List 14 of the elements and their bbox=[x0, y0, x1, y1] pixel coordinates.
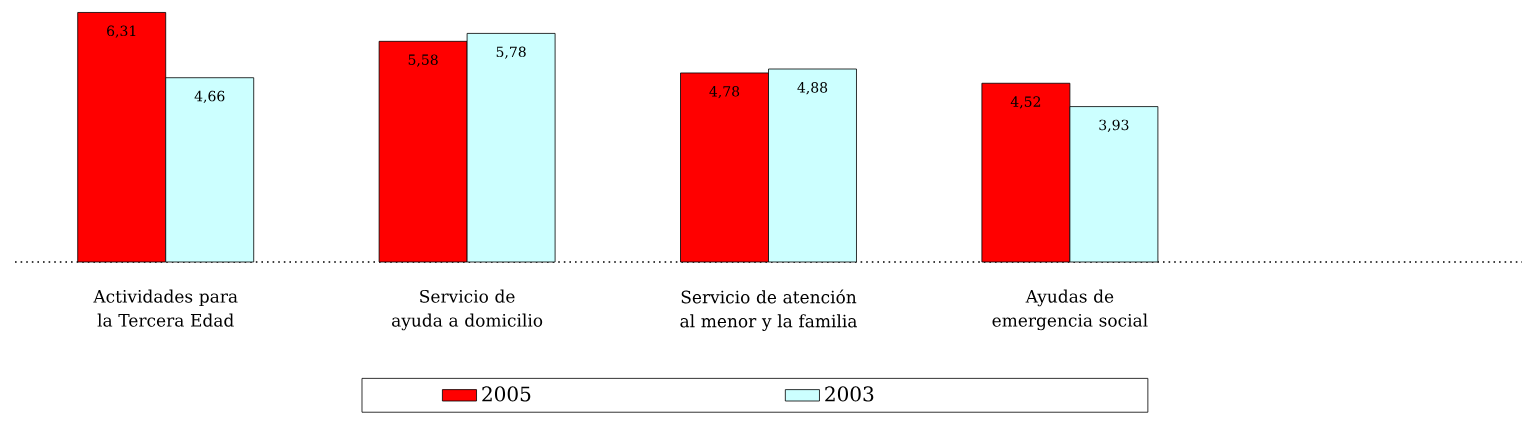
data-label: 5,58 bbox=[408, 54, 438, 67]
data-label: 4,52 bbox=[1010, 96, 1041, 109]
x-tick-label: Ayudas de emergencia social bbox=[992, 289, 1148, 331]
x-tick-label: Servicio de ayuda a domicilio bbox=[392, 289, 543, 331]
data-label: 6,31 bbox=[107, 25, 136, 38]
data-label: 4,88 bbox=[797, 82, 828, 95]
data-label: 5,78 bbox=[496, 46, 526, 59]
data-label: 4,78 bbox=[709, 86, 740, 99]
x-tick-label: Servicio de atención al menor y la familia bbox=[680, 289, 857, 331]
x-tick-label: Actividades para la Tercera Edad bbox=[93, 289, 238, 327]
data-label: 4,66 bbox=[194, 90, 225, 104]
data-label: 3,93 bbox=[1099, 119, 1129, 132]
legend-label: 2003 bbox=[825, 386, 874, 402]
legend-label: 2005 bbox=[482, 386, 531, 402]
